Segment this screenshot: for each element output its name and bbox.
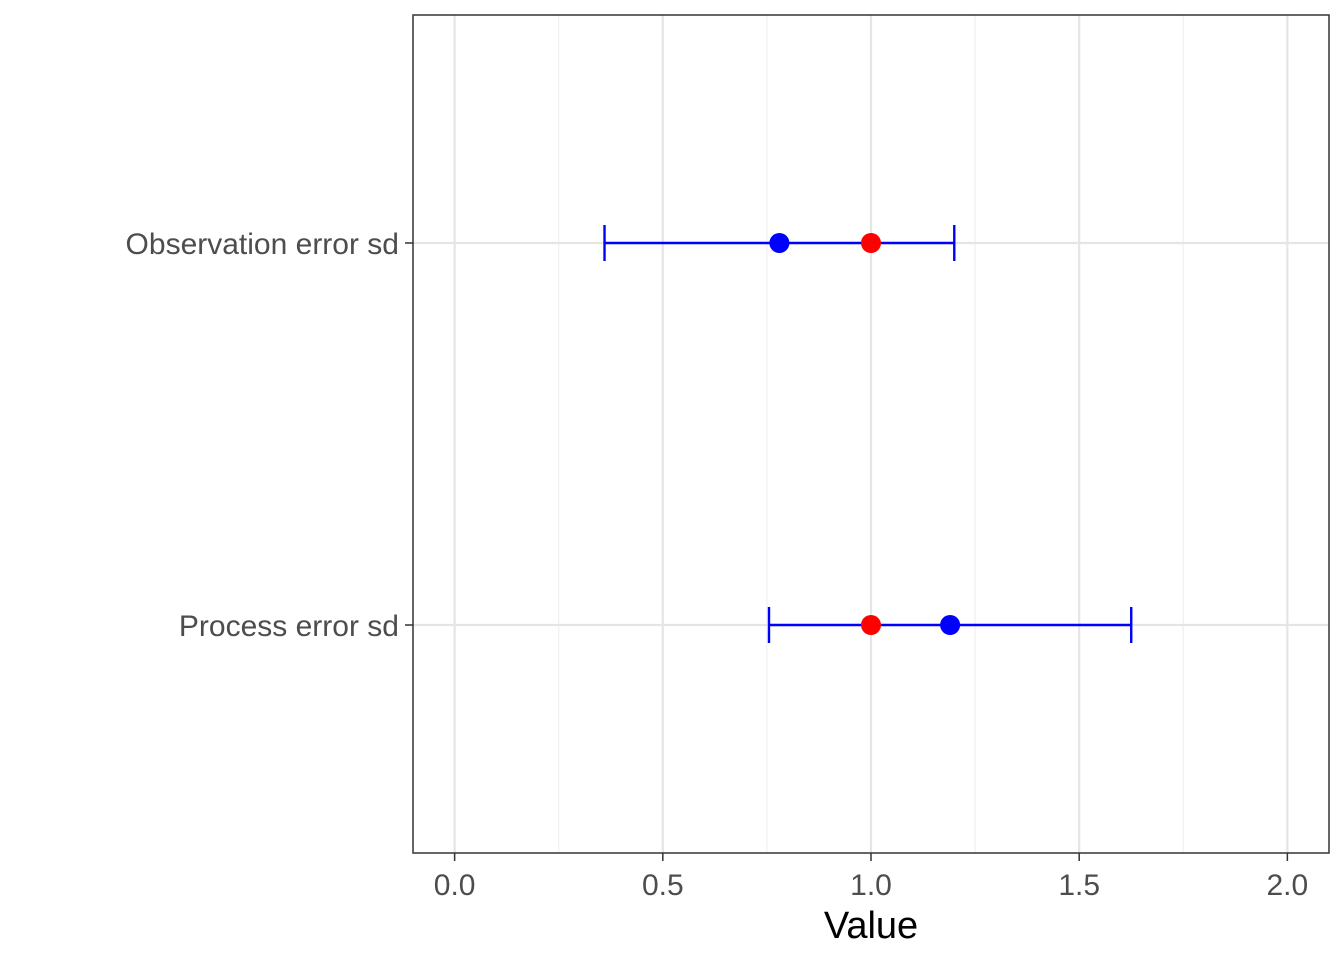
true-value-point xyxy=(861,233,881,253)
x-tick-label: 0.0 xyxy=(434,869,476,902)
y-tick-label: Process error sd xyxy=(179,610,399,643)
x-axis-title: Value xyxy=(824,905,918,947)
y-tick-label: Observation error sd xyxy=(126,228,399,261)
grid xyxy=(413,15,1329,853)
axes: 0.0 0.5 1.0 1.5 2.0 Observation error sd Proce… xyxy=(126,228,1309,902)
x-tick-label: 1.0 xyxy=(850,869,892,902)
x-tick-label: 0.5 xyxy=(642,869,684,902)
true-value-point xyxy=(861,615,881,635)
x-tick-label: 1.5 xyxy=(1058,869,1100,902)
x-tick-label: 2.0 xyxy=(1267,869,1309,902)
estimate-point xyxy=(769,233,790,253)
chart-marks xyxy=(603,225,1133,643)
estimate-point xyxy=(940,615,961,635)
